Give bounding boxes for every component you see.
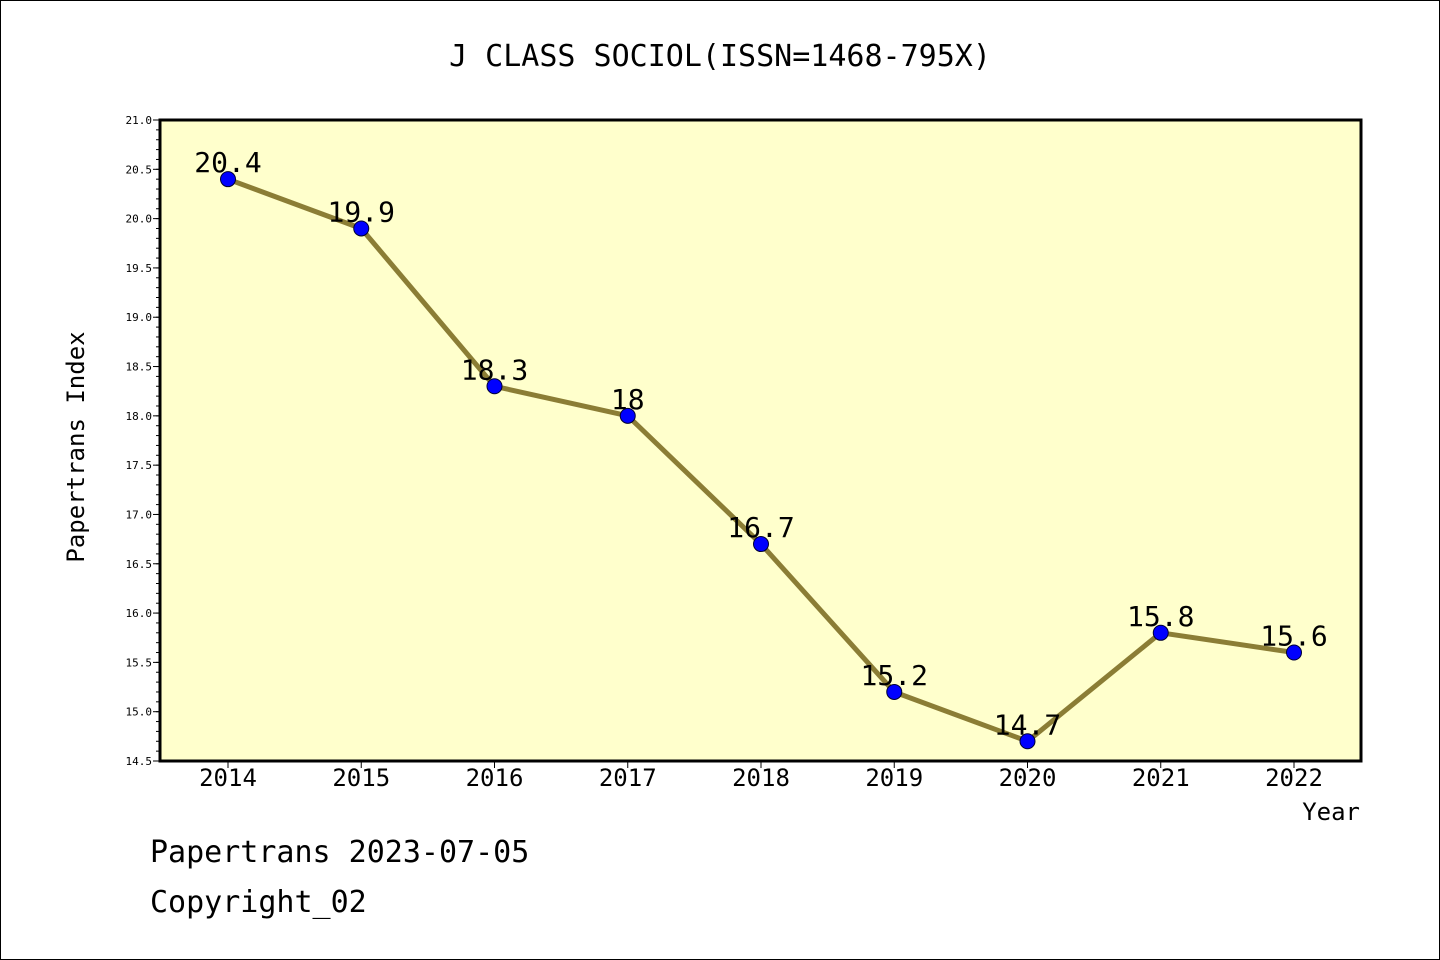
data-point-marker bbox=[1019, 733, 1036, 750]
x-tick-label: 2022 bbox=[1265, 764, 1323, 792]
y-tick-label: 19.5 bbox=[126, 262, 153, 275]
data-point-marker bbox=[486, 378, 503, 395]
x-tick-label: 2018 bbox=[732, 764, 790, 792]
y-axis-label: Papertrans Index bbox=[62, 331, 90, 562]
y-tick-label: 16.0 bbox=[126, 607, 153, 620]
data-point-marker bbox=[619, 407, 636, 424]
y-tick-label: 17.5 bbox=[126, 459, 153, 472]
x-tick-label: 2017 bbox=[599, 764, 657, 792]
data-label: 20.4 bbox=[194, 146, 261, 179]
y-tick-label: 20.0 bbox=[126, 213, 153, 226]
y-axis: 14.5 15.0 15.5 16.0 16.5 17.0 17.5 18.0 18.5 19.0… bbox=[126, 114, 160, 768]
x-tick-label: 2016 bbox=[466, 764, 524, 792]
x-axis: 2014 2015 2016 2017 2018 2019 2020 2021 2022 bbox=[199, 761, 1323, 792]
footer-copyright-text: Copyright_02 bbox=[150, 885, 367, 920]
y-tick-label: 14.5 bbox=[126, 755, 153, 768]
y-tick-label: 17.0 bbox=[126, 508, 153, 521]
chart-title: J CLASS SOCIOL(ISSN=1468-795X) bbox=[449, 39, 991, 74]
data-label: 15.6 bbox=[1260, 620, 1327, 653]
y-tick-label: 18.0 bbox=[126, 410, 153, 423]
data-label: 14.7 bbox=[994, 708, 1061, 741]
y-tick-label: 18.5 bbox=[126, 361, 153, 374]
x-tick-label: 2020 bbox=[999, 764, 1057, 792]
data-label: 16.7 bbox=[727, 511, 794, 544]
data-point-marker bbox=[886, 683, 903, 700]
data-point-marker bbox=[1286, 644, 1302, 661]
x-tick-label: 2014 bbox=[199, 764, 257, 792]
x-tick-label: 2015 bbox=[332, 764, 390, 792]
data-label: 15.2 bbox=[861, 659, 928, 692]
footer-date-text: Papertrans 2023-07-05 bbox=[150, 835, 530, 870]
x-axis-label: Year bbox=[1302, 798, 1360, 826]
y-tick-label: 15.5 bbox=[126, 656, 153, 669]
data-point-marker bbox=[1152, 624, 1169, 641]
data-point-marker bbox=[353, 220, 370, 237]
data-label: 18 bbox=[611, 383, 645, 416]
y-tick-label: 16.5 bbox=[126, 558, 153, 571]
data-point-marker bbox=[220, 171, 236, 188]
y-tick-label: 21.0 bbox=[126, 114, 153, 127]
y-tick-label: 15.0 bbox=[126, 706, 153, 719]
series-layer: 20.4 19.9 18.3 18 16.7 15.2 14.7 15.8 15.6 bbox=[194, 146, 1328, 750]
data-label: 19.9 bbox=[328, 195, 395, 228]
data-label: 15.8 bbox=[1127, 600, 1194, 633]
x-tick-label: 2021 bbox=[1132, 764, 1190, 792]
data-label: 18.3 bbox=[461, 353, 528, 386]
y-tick-label: 19.0 bbox=[126, 311, 153, 324]
data-point-marker bbox=[753, 536, 769, 553]
x-tick-label: 2019 bbox=[865, 764, 923, 792]
y-tick-label: 20.5 bbox=[126, 163, 153, 176]
